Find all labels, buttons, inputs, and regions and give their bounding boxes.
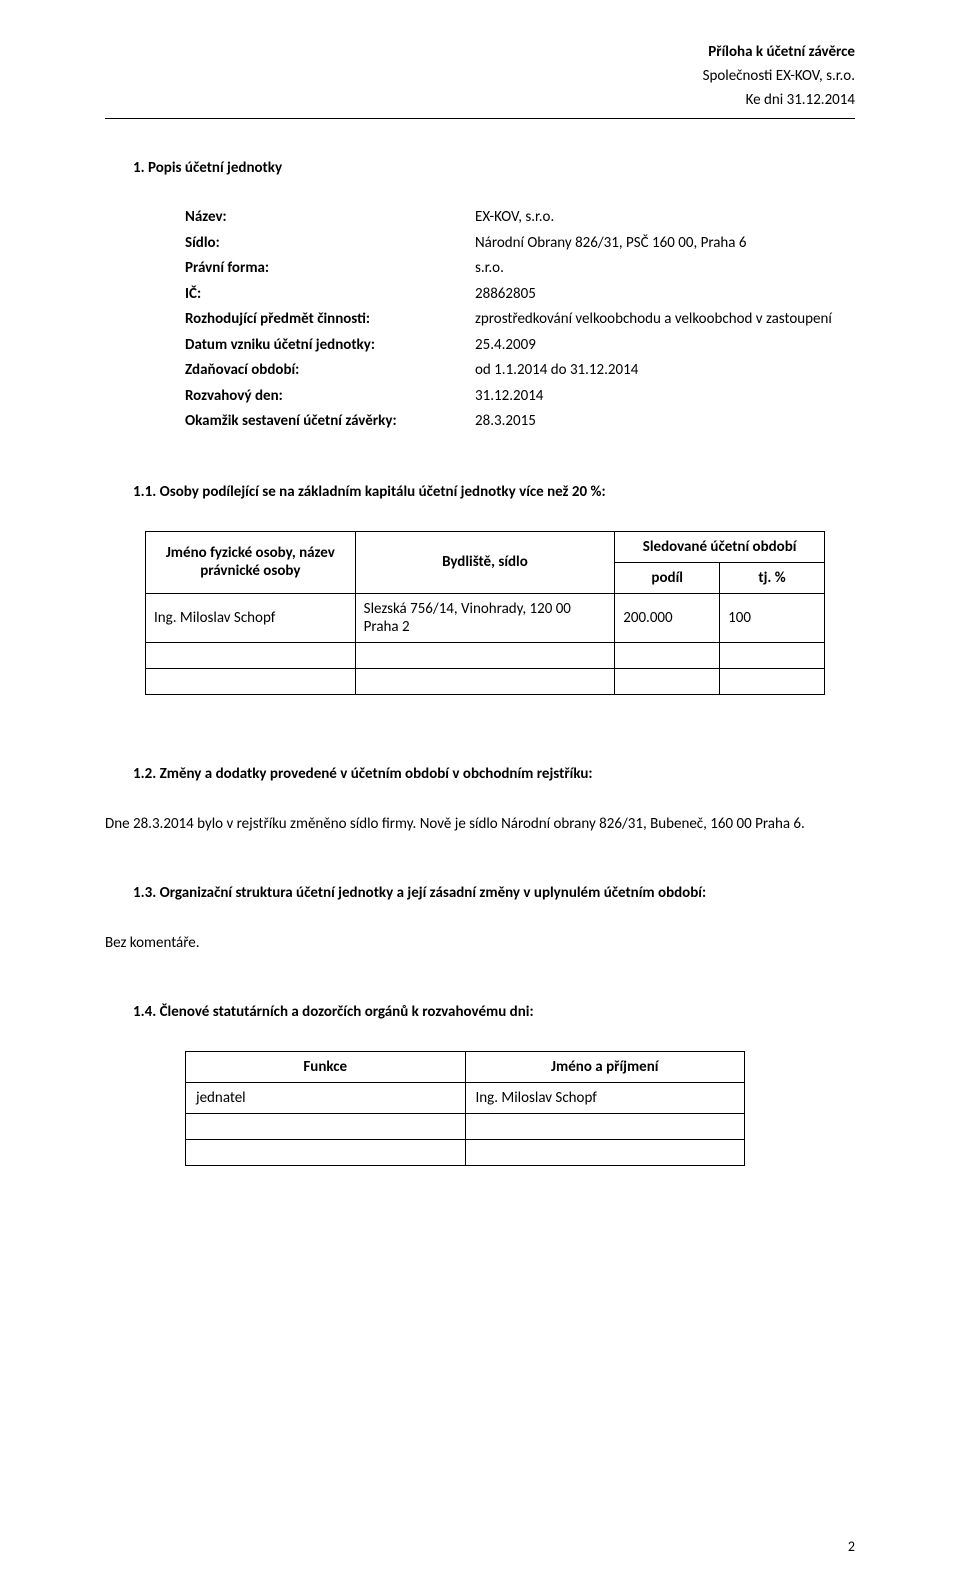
- owner-address: Slezská 756/14, Vinohrady, 120 00 Praha …: [355, 593, 615, 642]
- entity-details-block: Název:EX-KOV, s.r.o. Sídlo:Národní Obran…: [185, 205, 855, 435]
- label-rozden: Rozvahový den:: [185, 384, 475, 410]
- section-1-3-text: Bez komentáře.: [105, 932, 855, 955]
- table-row: [146, 642, 825, 668]
- section-1-2-heading: 1.2. Změny a dodatky provedené v účetním…: [133, 765, 855, 783]
- section-1-4-heading: 1.4. Členové statutárních a dozorčích or…: [133, 1003, 855, 1021]
- value-vznik: 25.4.2009: [475, 333, 855, 359]
- value-nazev: EX-KOV, s.r.o.: [475, 205, 855, 231]
- label-predmet: Rozhodující předmět činnosti:: [185, 307, 475, 333]
- date-line: Ke dni 31.12.2014: [105, 88, 855, 112]
- label-okamzik: Okamžik sestavení účetní závěrky:: [185, 409, 475, 435]
- owner-pct: 100: [720, 593, 825, 642]
- owners-header-share: podíl: [615, 562, 720, 593]
- label-obdobi: Zdaňovací období:: [185, 358, 475, 384]
- value-obdobi: od 1.1.2014 do 31.12.2014: [475, 358, 855, 384]
- owners-header-name: Jméno fyzické osoby, název právnické oso…: [146, 531, 356, 593]
- label-vznik: Datum vzniku účetní jednotky:: [185, 333, 475, 359]
- label-forma: Právní forma:: [185, 256, 475, 282]
- owners-table: Jméno fyzické osoby, název právnické oso…: [145, 531, 825, 695]
- owners-header-pct: tj. %: [720, 562, 825, 593]
- section-1-1-heading: 1.1. Osoby podílející se na základním ka…: [133, 483, 855, 501]
- table-row: [186, 1114, 745, 1140]
- company-name: Společnosti EX-KOV, s.r.o.: [105, 64, 855, 88]
- value-forma: s.r.o.: [475, 256, 855, 282]
- label-ic: IČ:: [185, 282, 475, 308]
- officers-header-role: Funkce: [186, 1052, 466, 1083]
- section-1-2-text: Dne 28.3.2014 bylo v rejstříku změněno s…: [105, 813, 855, 836]
- value-sidlo: Národní Obrany 826/31, PSČ 160 00, Praha…: [475, 231, 855, 257]
- label-nazev: Název:: [185, 205, 475, 231]
- section-1-3-heading: 1.3. Organizační struktura účetní jednot…: [133, 884, 855, 902]
- page-number: 2: [848, 1538, 855, 1555]
- value-ic: 28862805: [475, 282, 855, 308]
- officer-role: jednatel: [186, 1083, 466, 1114]
- owners-header-address: Bydliště, sídlo: [355, 531, 615, 593]
- attachment-title: Příloha k účetní závěrce: [105, 40, 855, 64]
- officers-header-name: Jméno a příjmení: [465, 1052, 745, 1083]
- table-row: [186, 1140, 745, 1166]
- owner-share: 200.000: [615, 593, 720, 642]
- table-row: [146, 668, 825, 694]
- label-sidlo: Sídlo:: [185, 231, 475, 257]
- officer-name: Ing. Miloslav Schopf: [465, 1083, 745, 1114]
- officers-table: Funkce Jméno a příjmení jednatel Ing. Mi…: [185, 1051, 745, 1166]
- value-predmet: zprostředkování velkoobchodu a velkoobch…: [475, 307, 855, 333]
- table-row: Ing. Miloslav Schopf Slezská 756/14, Vin…: [146, 593, 825, 642]
- header-divider: [105, 118, 855, 119]
- value-okamzik: 28.3.2015: [475, 409, 855, 435]
- owner-name: Ing. Miloslav Schopf: [146, 593, 356, 642]
- section-1-heading: 1. Popis účetní jednotky: [133, 159, 855, 177]
- value-rozden: 31.12.2014: [475, 384, 855, 410]
- table-row: jednatel Ing. Miloslav Schopf: [186, 1083, 745, 1114]
- owners-header-period: Sledované účetní období: [615, 531, 825, 562]
